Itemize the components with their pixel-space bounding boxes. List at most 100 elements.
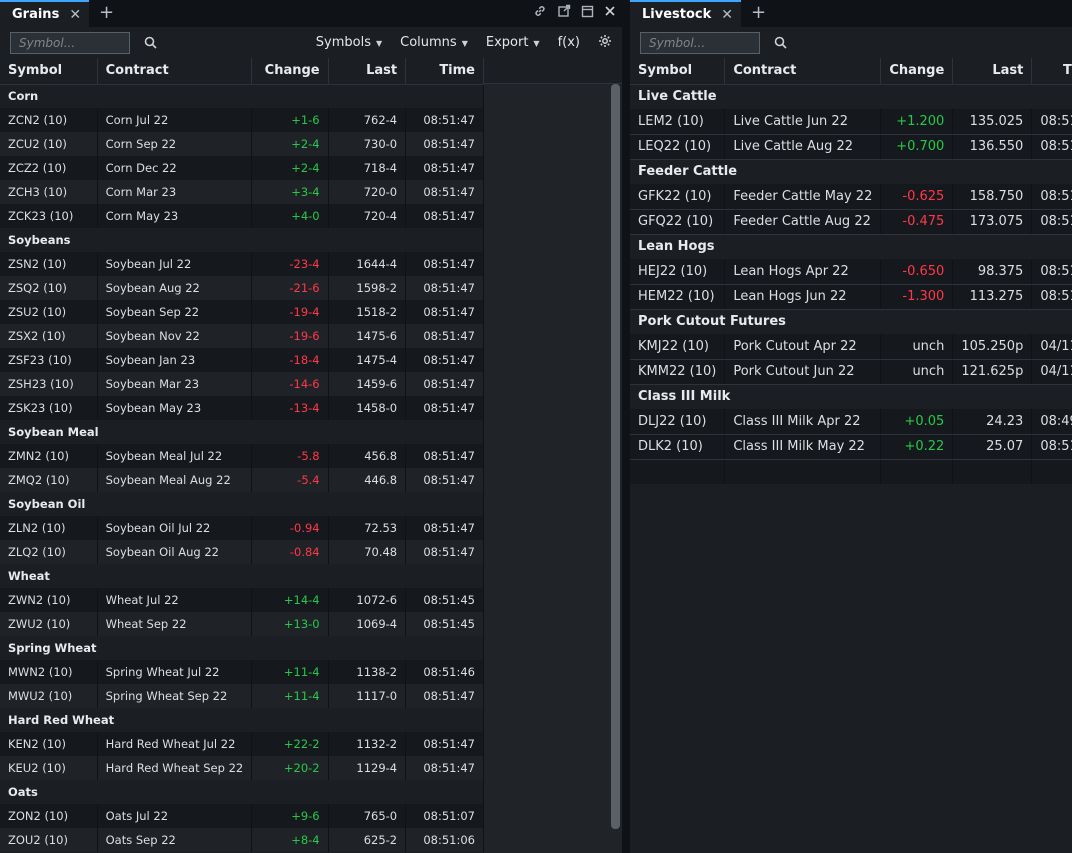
symbol-cell: DLK2 (10) xyxy=(630,434,726,460)
last-cell: 1598-2 xyxy=(328,276,407,300)
symbol-cell: ZCH3 (10) xyxy=(0,180,98,204)
link-icon[interactable] xyxy=(533,4,547,18)
table-row[interactable]: ZCK23 (10) Corn May 23 +4-0 720-4 08:51:47 xyxy=(0,204,484,228)
change-cell: unch xyxy=(880,359,954,385)
table-row[interactable]: DLK2 (10) Class III Milk May 22 +0.22 25.07… xyxy=(630,434,1072,460)
table-row[interactable]: ZON2 (10) Oats Jul 22 +9-6 765-0 08:51:07 xyxy=(0,804,484,828)
group-label: Oats xyxy=(0,780,484,804)
table-row[interactable]: ZCN2 (10) Corn Jul 22 +1-6 762-4 08:51:47 xyxy=(0,108,484,132)
plus-icon[interactable]: + xyxy=(751,2,767,23)
export-menu[interactable]: Export ▼ xyxy=(486,35,540,50)
table-row[interactable]: ZSK23 (10) Soybean May 23 -13-4 1458-0 08:51… xyxy=(0,396,484,420)
symbol-search-input[interactable] xyxy=(640,31,760,54)
export-menu-label: Export xyxy=(485,35,529,50)
table-row[interactable]: LEM2 (10) Live Cattle Jun 22 +1.200 135.025… xyxy=(630,109,1072,135)
table-row[interactable]: HEM22 (10) Lean Hogs Jun 22 -1.300 113.275 0… xyxy=(630,284,1072,310)
plus-icon[interactable]: + xyxy=(99,2,115,23)
table-row[interactable]: HEJ22 (10) Lean Hogs Apr 22 -0.650 98.375 08… xyxy=(630,259,1072,285)
close-icon[interactable] xyxy=(604,4,616,18)
table-row[interactable]: KMJ22 (10) Pork Cutout Apr 22 unch 105.250p… xyxy=(630,334,1072,360)
symbol-cell: GFQ22 (10) xyxy=(630,209,726,235)
table-row[interactable]: ZSH23 (10) Soybean Mar 23 -14-6 1459-6 08:51… xyxy=(0,372,484,396)
group-label: Corn xyxy=(0,84,484,108)
contract-cell: Hard Red Wheat Jul 22 xyxy=(97,732,253,756)
table-row[interactable]: MWN2 (10) Spring Wheat Jul 22 +11-4 1138-2 0… xyxy=(0,660,484,684)
table-row[interactable]: ZOU2 (10) Oats Sep 22 +8-4 625-2 08:51:06 xyxy=(0,828,484,852)
table-row[interactable]: ZSF23 (10) Soybean Jan 23 -18-4 1475-4 08:51… xyxy=(0,348,484,372)
table-row[interactable]: KMM22 (10) Pork Cutout Jun 22 unch 121.625p… xyxy=(630,359,1072,385)
col-header-contract[interactable]: Contract xyxy=(97,58,253,85)
table-row[interactable]: ZWU2 (10) Wheat Sep 22 +13-0 1069-4 08:51:45 xyxy=(0,612,484,636)
col-header-time[interactable]: Time xyxy=(405,58,484,85)
time-cell: 08:51:43 xyxy=(1031,259,1072,285)
change-cell: -19-6 xyxy=(251,324,329,348)
table-row[interactable]: ZSQ2 (10) Soybean Aug 22 -21-6 1598-2 08:51:… xyxy=(0,276,484,300)
grains-table-body: Corn ZCN2 (10) Corn Jul 22 +1-6 762-4 08:51:4… xyxy=(0,84,484,852)
maximize-icon[interactable] xyxy=(581,4,594,18)
close-icon[interactable]: ✕ xyxy=(69,6,82,23)
contract-cell: Feeder Cattle Aug 22 xyxy=(724,209,882,235)
table-row[interactable]: ZSX2 (10) Soybean Nov 22 -19-6 1475-6 08:51:… xyxy=(0,324,484,348)
col-header-contract[interactable]: Contract xyxy=(724,58,882,85)
search-icon[interactable] xyxy=(774,36,787,49)
time-cell: 08:51:47 xyxy=(405,276,484,300)
symbol-cell: LEQ22 (10) xyxy=(630,134,726,160)
table-row[interactable]: LEQ22 (10) Live Cattle Aug 22 +0.700 136.55… xyxy=(630,134,1072,160)
time-cell: 08:51:46 xyxy=(1031,134,1072,160)
col-header-symbol[interactable]: Symbol xyxy=(0,58,98,85)
grains-header-row: Symbol Contract Change Last Time xyxy=(0,58,484,85)
search-icon[interactable] xyxy=(144,36,157,49)
livestock-table-container: Symbol Contract Change Last Time Live Ca… xyxy=(630,58,1072,485)
table-row[interactable]: GFQ22 (10) Feeder Cattle Aug 22 -0.475 173.… xyxy=(630,209,1072,235)
group-row: Lean Hogs xyxy=(630,234,1072,259)
close-icon[interactable]: ✕ xyxy=(721,6,733,23)
col-header-last[interactable]: Last xyxy=(328,58,407,85)
table-row[interactable]: ZSU2 (10) Soybean Sep 22 -19-4 1518-2 08:51:… xyxy=(0,300,484,324)
time-cell: 08:51:06 xyxy=(405,828,484,852)
livestock-table: Symbol Contract Change Last Time Live Ca… xyxy=(630,58,1072,485)
table-row[interactable]: GFK22 (10) Feeder Cattle May 22 -0.625 158.… xyxy=(630,184,1072,210)
table-row[interactable]: ZCH3 (10) Corn Mar 23 +3-4 720-0 08:51:47 xyxy=(0,180,484,204)
settings-icon[interactable] xyxy=(598,34,612,52)
col-header-time[interactable]: Time xyxy=(1031,58,1072,85)
table-row[interactable]: ZMQ2 (10) Soybean Meal Aug 22 -5.4 446.8 08:… xyxy=(0,468,484,492)
contract-cell: Soybean Meal Jul 22 xyxy=(97,444,253,468)
table-row[interactable]: ZSN2 (10) Soybean Jul 22 -23-4 1644-4 08:51:… xyxy=(0,252,484,276)
col-header-last[interactable]: Last xyxy=(952,58,1033,85)
table-row[interactable]: KEU2 (10) Hard Red Wheat Sep 22 +20-2 1129-… xyxy=(0,756,484,780)
col-header-change[interactable]: Change xyxy=(880,58,954,85)
symbols-menu[interactable]: Symbols ▼ xyxy=(316,35,382,50)
table-row[interactable]: ZMN2 (10) Soybean Meal Jul 22 -5.8 456.8 08:… xyxy=(0,444,484,468)
fx-button[interactable]: f(x) xyxy=(557,35,580,50)
change-cell: +14-4 xyxy=(251,588,329,612)
col-header-symbol[interactable]: Symbol xyxy=(630,58,726,85)
table-row[interactable]: MWU2 (10) Spring Wheat Sep 22 +11-4 1117-0 0… xyxy=(0,684,484,708)
contract-cell: Lean Hogs Jun 22 xyxy=(724,284,882,310)
table-row[interactable]: ZLQ2 (10) Soybean Oil Aug 22 -0.84 70.48 08:… xyxy=(0,540,484,564)
tab-grains[interactable]: Grains ✕ xyxy=(0,0,90,27)
tab-livestock[interactable]: Livestock ✕ xyxy=(630,0,741,27)
tab-grains-label: Grains xyxy=(12,7,60,22)
symbol-cell: MWN2 (10) xyxy=(0,660,98,684)
table-row[interactable]: ZLN2 (10) Soybean Oil Jul 22 -0.94 72.53 08:… xyxy=(0,516,484,540)
table-row[interactable]: ZCU2 (10) Corn Sep 22 +2-4 730-0 08:51:47 xyxy=(0,132,484,156)
table-row[interactable]: ZWN2 (10) Wheat Jul 22 +14-4 1072-6 08:51:45 xyxy=(0,588,484,612)
table-row[interactable]: ZCZ2 (10) Corn Dec 22 +2-4 718-4 08:51:47 xyxy=(0,156,484,180)
columns-menu[interactable]: Columns ▼ xyxy=(400,35,468,50)
group-label: Soybean Meal xyxy=(0,420,484,444)
table-row[interactable]: DLJ22 (10) Class III Milk Apr 22 +0.05 24.2… xyxy=(630,409,1072,435)
grains-panel: Grains ✕ + Symbols▼ Columns▼ Exp xyxy=(0,0,622,853)
group-label: Wheat xyxy=(0,564,484,588)
popout-icon[interactable] xyxy=(557,4,571,18)
last-cell: 718-4 xyxy=(328,156,407,180)
table-row[interactable]: KEN2 (10) Hard Red Wheat Jul 22 +22-2 1132-… xyxy=(0,732,484,756)
change-cell: -5.8 xyxy=(251,444,329,468)
change-cell: -18-4 xyxy=(251,348,329,372)
time-cell: 08:51:47 xyxy=(405,444,484,468)
col-header-change[interactable]: Change xyxy=(251,58,329,85)
last-cell: 98.375 xyxy=(952,259,1033,285)
grains-scrollbar[interactable] xyxy=(611,84,620,829)
change-cell: +1-6 xyxy=(251,108,329,132)
symbol-cell: DLJ22 (10) xyxy=(630,409,726,435)
symbol-search-input[interactable] xyxy=(10,31,130,54)
